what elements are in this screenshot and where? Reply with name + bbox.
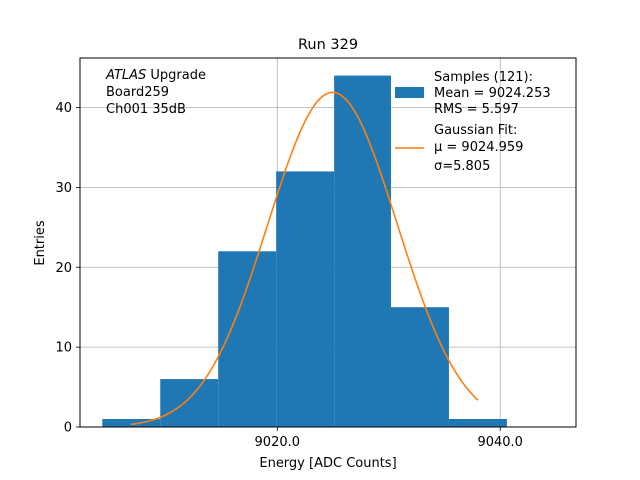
legend-samples-mean: Mean = 9024.253 [434, 86, 551, 101]
legend: Samples (121): Mean = 9024.253 RMS = 5.5… [395, 70, 551, 174]
legend-fit-mu: μ = 9024.959 [434, 140, 523, 155]
histogram-bar-6 [448, 419, 507, 427]
annotation-atlas: ATLAS [105, 68, 146, 83]
annotation-line-1: ATLAS Upgrade [105, 68, 206, 83]
y-axis-label: Entries [33, 220, 48, 266]
histogram-bar-0 [102, 419, 161, 427]
atlas-annotation: ATLAS Upgrade Board259 Ch001 35dB [105, 68, 206, 117]
annotation-board: Board259 [106, 85, 169, 100]
histogram-bar-2 [218, 251, 277, 427]
x-axis-label: Energy [ADC Counts] [259, 456, 396, 471]
y-tick-label-0: 0 [64, 421, 72, 436]
y-axis-ticks: 0 10 20 30 40 [55, 101, 80, 436]
annotation-channel: Ch001 35dB [106, 102, 186, 117]
y-tick-label-4: 40 [55, 101, 72, 116]
legend-fit-title: Gaussian Fit: [434, 123, 517, 138]
x-tick-label-0: 9020.0 [255, 435, 301, 450]
gaussian-fit [131, 91, 479, 426]
annotation-upgrade: Upgrade [146, 68, 206, 83]
histogram-bar-4 [334, 75, 391, 428]
legend-fit-sigma: σ=5.805 [434, 159, 490, 174]
x-axis-ticks: 9020.0 9040.0 [255, 427, 523, 450]
gaussian-fit-curve [131, 91, 479, 426]
histogram-bar-5 [390, 307, 449, 427]
plot-frame [79, 57, 577, 428]
histogram-bar-1 [160, 379, 219, 427]
x-tick-label-1: 9040.0 [477, 435, 523, 450]
y-tick-label-1: 10 [55, 341, 72, 356]
chart-title: Run 329 [298, 37, 358, 53]
legend-samples-rms: RMS = 5.597 [434, 102, 519, 117]
legend-samples-swatch [395, 87, 424, 98]
histogram-bars [102, 75, 507, 428]
y-tick-label-3: 30 [55, 181, 72, 196]
histogram-bar-3 [276, 171, 335, 427]
y-tick-label-2: 20 [55, 261, 72, 276]
legend-samples-title: Samples (121): [434, 70, 533, 85]
